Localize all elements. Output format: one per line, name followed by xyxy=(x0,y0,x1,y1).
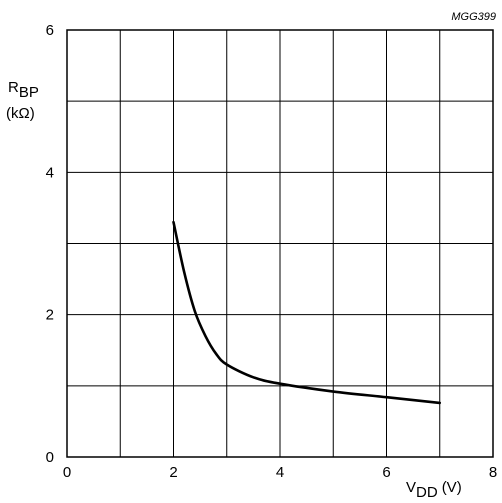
y-tick-label: 0 xyxy=(46,449,54,466)
x-axis-label-unit: (V) xyxy=(442,479,462,496)
y-axis-unit: (kΩ) xyxy=(6,105,35,122)
y-tick-label: 4 xyxy=(46,164,54,181)
grid-lines xyxy=(67,30,493,457)
x-tick-labels: 0 2 4 6 8 xyxy=(63,464,497,481)
x-tick-label: 4 xyxy=(276,464,284,481)
x-axis-label-sub: DD xyxy=(416,484,438,501)
x-tick-label: 6 xyxy=(382,464,390,481)
y-tick-label: 6 xyxy=(46,22,54,39)
series-line xyxy=(172,220,442,405)
x-tick-label: 2 xyxy=(169,464,177,481)
x-axis-label-main: V xyxy=(406,479,416,496)
y-tick-labels: 0 2 4 6 xyxy=(46,22,54,466)
x-axis-label: VDD (V) xyxy=(406,479,462,501)
x-tick-label: 0 xyxy=(63,464,71,481)
plot-frame xyxy=(66,29,494,458)
y-axis-label-main: R xyxy=(8,79,19,96)
x-tick-label: 8 xyxy=(489,464,497,481)
figure-code: MGG399 xyxy=(451,11,496,23)
y-tick-label: 2 xyxy=(46,307,54,324)
y-axis-label-sub: BP xyxy=(19,84,39,101)
y-axis-label: RBP xyxy=(8,79,39,101)
